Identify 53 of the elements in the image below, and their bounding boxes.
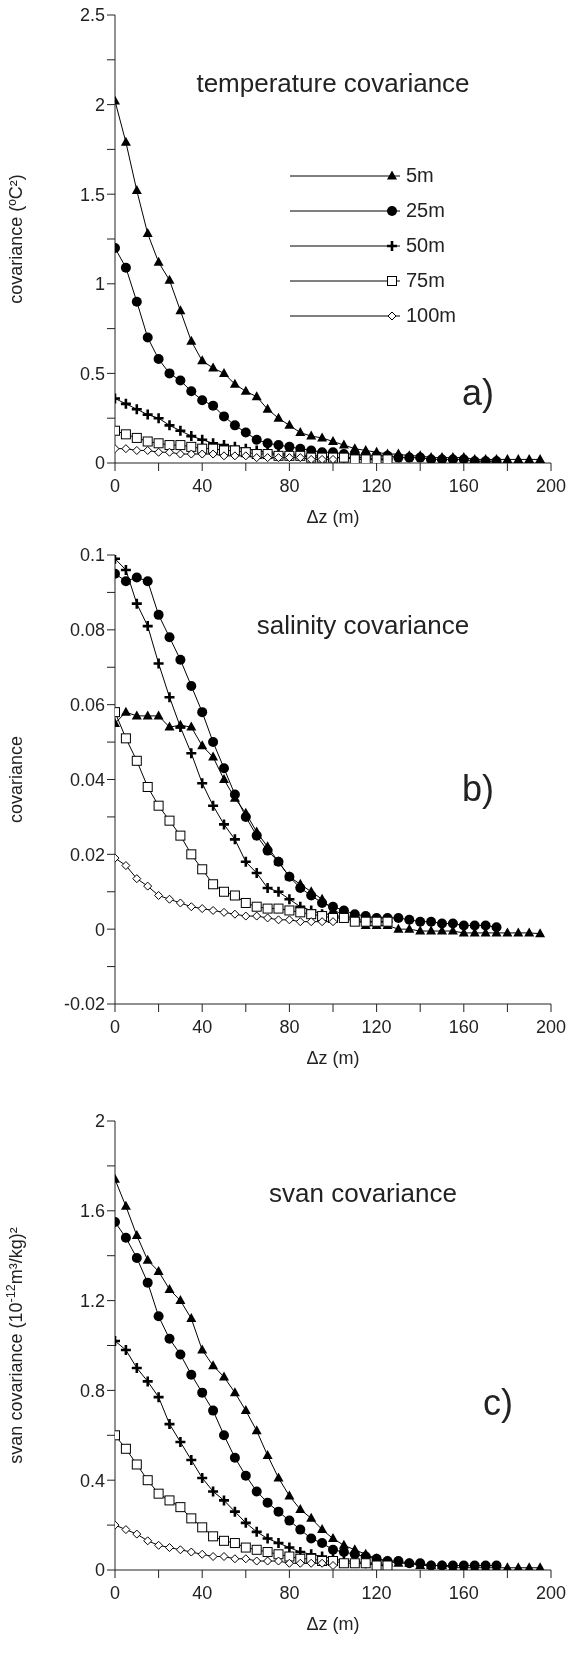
text: salinity covariance <box>256 610 470 641</box>
x-axis-title: Δz (m) <box>306 1614 360 1634</box>
x-tick-label: 40 <box>192 1582 213 1603</box>
y-tick-label: 0.04 <box>69 769 105 790</box>
legend-label: 25m <box>406 199 445 222</box>
legend-label: 5m <box>406 164 434 187</box>
x-tick-label: 200 <box>535 475 567 496</box>
x-tick-label: 120 <box>361 1582 392 1603</box>
legend-label: 75m <box>406 269 445 292</box>
y-tick-label: 2 <box>94 1111 105 1132</box>
x-tick-label: 120 <box>361 1016 392 1037</box>
y-tick-label: 0 <box>94 453 105 474</box>
y-tick-label: 1.5 <box>79 184 105 205</box>
x-tick-label: 200 <box>535 1016 567 1037</box>
y-tick-label: 0.4 <box>79 1470 105 1491</box>
text: svan covariance <box>269 1178 457 1209</box>
annotation: b) <box>461 768 495 810</box>
y-axis-title: covariance (ºC²) <box>6 174 26 304</box>
x-tick-label: 0 <box>109 1582 121 1603</box>
x-tick-label: 120 <box>361 475 392 496</box>
text: temperature covariance <box>196 68 470 99</box>
x-axis-title: Δz (m) <box>306 1048 360 1068</box>
y-tick-label: 0 <box>94 1560 105 1581</box>
x-axis-title: Δz (m) <box>306 507 360 527</box>
x-tick-label: 40 <box>192 1016 213 1037</box>
x-tick-label: 80 <box>279 1582 300 1603</box>
y-tick-label: 0.08 <box>69 620 105 641</box>
y-tick-label: 1.6 <box>79 1201 105 1222</box>
x-tick-label: 80 <box>279 1016 300 1037</box>
annotation: c) <box>483 1382 513 1424</box>
annotation: a) <box>461 372 495 414</box>
y-tick-label: 0.8 <box>79 1380 105 1401</box>
y-tick-label: 0.06 <box>69 695 105 716</box>
x-tick-label: 160 <box>448 1016 479 1037</box>
y-tick-label: 2 <box>94 94 105 115</box>
y-tick-label: 0 <box>94 919 105 940</box>
y-tick-label: 2.5 <box>79 5 105 26</box>
x-tick-label: 0 <box>109 1016 121 1037</box>
x-tick-label: 80 <box>279 475 300 496</box>
y-tick-label: -0.02 <box>63 994 105 1015</box>
x-tick-label: 0 <box>109 475 121 496</box>
x-tick-label: 40 <box>192 475 213 496</box>
x-tick-label: 160 <box>448 475 479 496</box>
y-tick-label: 1 <box>94 274 105 295</box>
x-tick-label: 160 <box>448 1582 479 1603</box>
legend-label: 100m <box>406 304 457 327</box>
x-tick-label: 200 <box>535 1582 567 1603</box>
y-tick-label: 0.5 <box>79 363 105 384</box>
y-axis-title: covariance <box>6 735 26 824</box>
y-tick-label: 0.02 <box>69 844 105 865</box>
y-tick-label: 1.2 <box>79 1290 105 1311</box>
y-tick-label: 0.1 <box>79 545 105 566</box>
legend-label: 50m <box>406 234 445 257</box>
